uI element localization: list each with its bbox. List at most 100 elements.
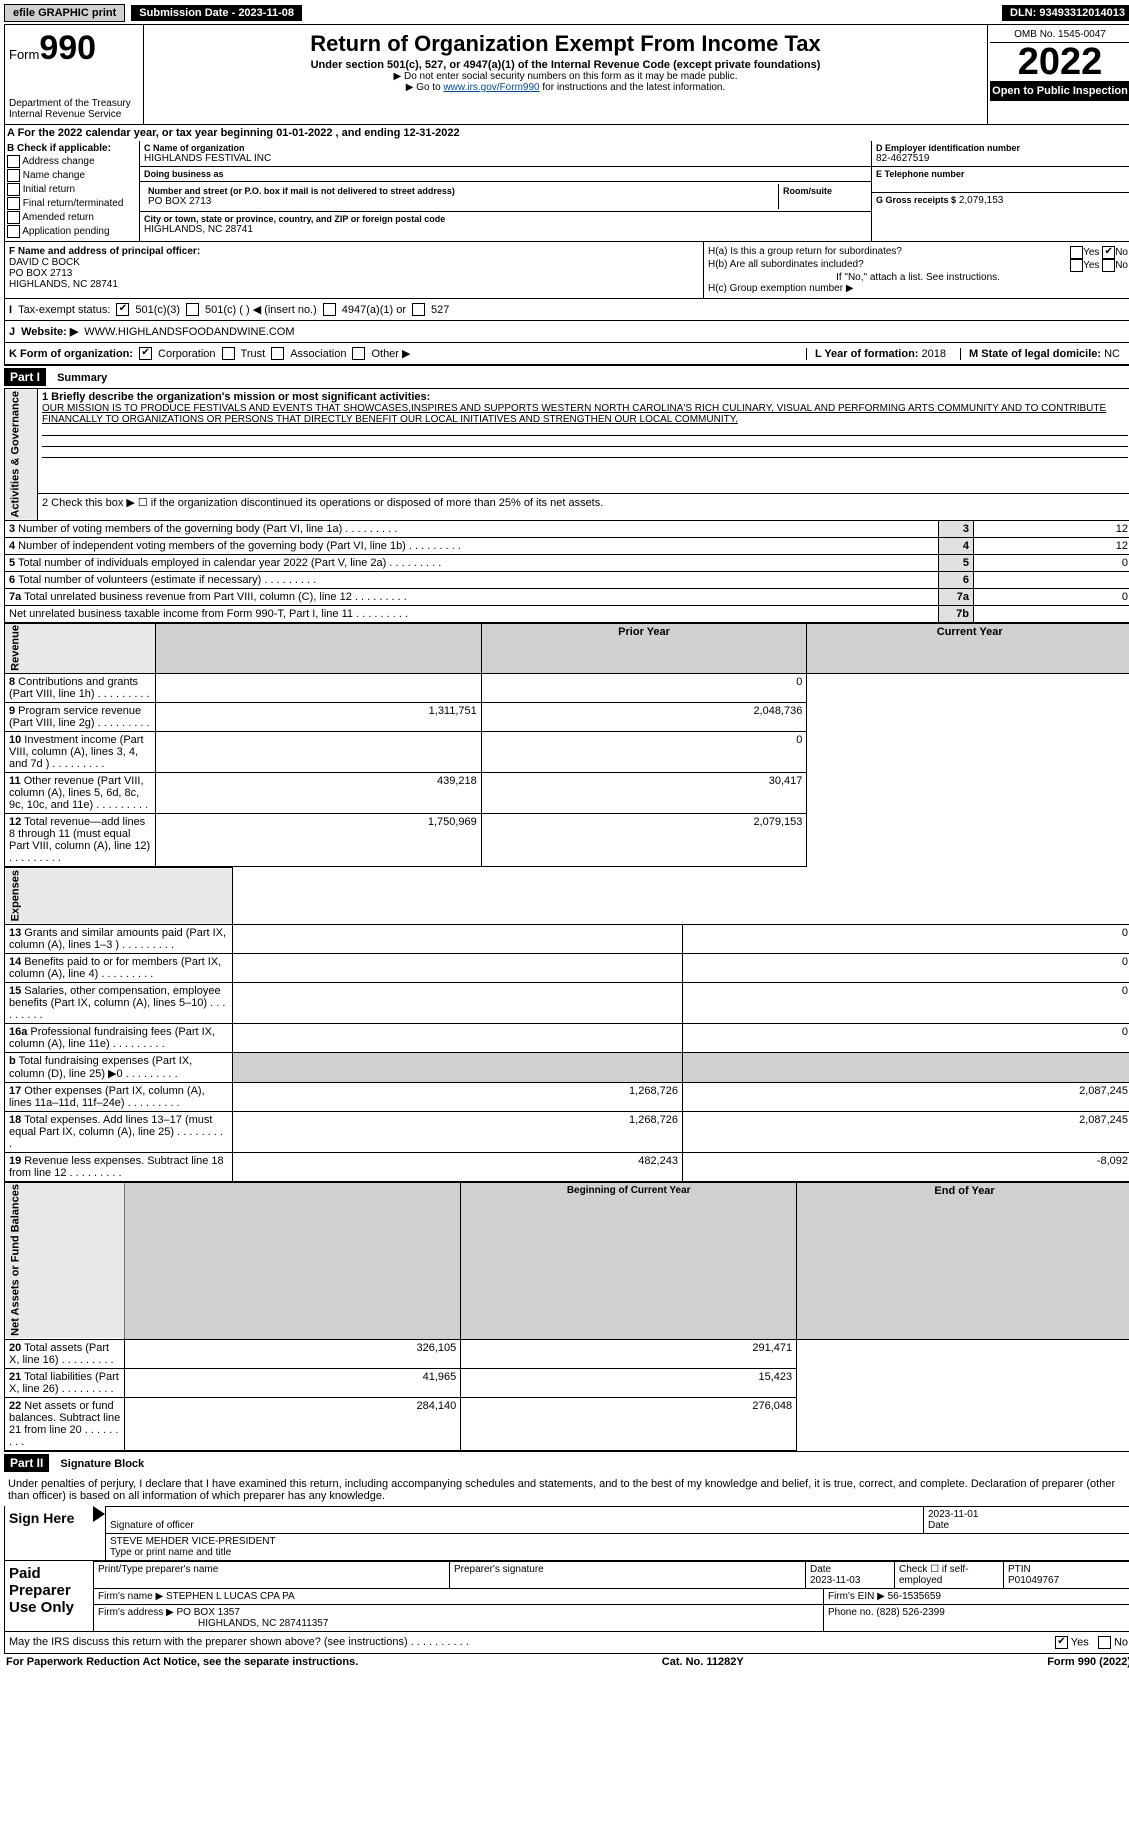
table-row: 12 Total revenue—add lines 8 through 11 … bbox=[5, 814, 156, 867]
netassets-table: Net Assets or Fund Balances Beginning of… bbox=[4, 1182, 1129, 1451]
table-row: 4 Number of independent voting members o… bbox=[5, 537, 939, 554]
sidebar-expenses: Expenses bbox=[5, 868, 233, 924]
tax-status-row: I Tax-exempt status: 501(c)(3) 501(c) ( … bbox=[4, 299, 1129, 321]
firm-addr-value: PO BOX 1357 bbox=[177, 1607, 240, 1618]
dept-treasury: Department of the Treasury bbox=[9, 98, 139, 109]
f-addr2: HIGHLANDS, NC 28741 bbox=[9, 279, 699, 290]
ha-label: H(a) Is this a group return for subordin… bbox=[708, 246, 902, 259]
part1-header: Part I bbox=[4, 368, 46, 386]
table-row: 20 Total assets (Part X, line 16) bbox=[5, 1339, 125, 1368]
footer: For Paperwork Reduction Act Notice, see … bbox=[4, 1654, 1129, 1670]
k-label: K Form of organization: bbox=[9, 348, 133, 360]
firm-addr-label: Firm's address ▶ bbox=[98, 1607, 174, 1618]
e-phone-label: E Telephone number bbox=[876, 169, 1128, 179]
opt-amended[interactable]: Amended return bbox=[7, 211, 137, 224]
tax-year: 2022 bbox=[990, 43, 1129, 81]
table-row: b Total fundraising expenses (Part IX, c… bbox=[5, 1052, 233, 1082]
phone-value: (828) 526-2399 bbox=[876, 1607, 944, 1618]
q2-checkbox: 2 Check this box ▶ ☐ if the organization… bbox=[38, 494, 1129, 520]
city-value: HIGHLANDS, NC 28741 bbox=[144, 224, 867, 235]
table-row: 9 Program service revenue (Part VIII, li… bbox=[5, 703, 156, 732]
table-row: 13 Grants and similar amounts paid (Part… bbox=[5, 924, 233, 953]
year-formation: 2018 bbox=[922, 348, 946, 360]
firm-city-value: HIGHLANDS, NC 287411357 bbox=[98, 1618, 819, 1629]
hb-note: If "No," attach a list. See instructions… bbox=[708, 272, 1128, 283]
sig-date-value: 2023-11-01 bbox=[928, 1509, 1128, 1520]
section-f-h: F Name and address of principal officer:… bbox=[4, 242, 1129, 299]
col-begin: Beginning of Current Year bbox=[461, 1182, 797, 1339]
firm-ein-value: 56-1535659 bbox=[888, 1591, 941, 1602]
q1-label: 1 Briefly describe the organization's mi… bbox=[42, 391, 1128, 403]
opt-final-return[interactable]: Final return/terminated bbox=[7, 197, 137, 210]
sign-here-block: Sign Here Signature of officer 2023-11-0… bbox=[4, 1506, 1129, 1561]
revenue-table: Revenue Prior Year Current Year 8 Contri… bbox=[4, 623, 1129, 868]
chk-assoc[interactable] bbox=[271, 347, 284, 360]
form990-link[interactable]: www.irs.gov/Form990 bbox=[443, 82, 539, 93]
chk-corp[interactable] bbox=[139, 347, 152, 360]
chk-501c[interactable] bbox=[186, 303, 199, 316]
opt-initial-return[interactable]: Initial return bbox=[7, 183, 137, 196]
open-public-badge: Open to Public Inspection bbox=[990, 81, 1129, 101]
footer-left: For Paperwork Reduction Act Notice, see … bbox=[6, 1656, 358, 1668]
chk-501c3[interactable] bbox=[116, 303, 129, 316]
discuss-no[interactable] bbox=[1098, 1636, 1111, 1649]
street-value: PO BOX 2713 bbox=[148, 196, 774, 207]
ptin-value: P01049767 bbox=[1008, 1575, 1128, 1586]
firm-name-label: Firm's name ▶ bbox=[98, 1591, 163, 1602]
prep-date-value: 2023-11-03 bbox=[810, 1575, 890, 1586]
paid-prep-label: Paid Preparer Use Only bbox=[5, 1561, 93, 1631]
discuss-text: May the IRS discuss this return with the… bbox=[9, 1636, 469, 1649]
form-header: Form990 Department of the Treasury Inter… bbox=[4, 24, 1129, 125]
website-label: Website: ▶ bbox=[21, 325, 78, 338]
chk-other[interactable] bbox=[352, 347, 365, 360]
sig-officer-label: Signature of officer bbox=[110, 1520, 919, 1531]
efile-badge: efile GRAPHIC print bbox=[4, 4, 125, 22]
opt-address-change[interactable]: Address change bbox=[7, 155, 137, 168]
type-name-label: Type or print name and title bbox=[110, 1547, 1128, 1558]
table-row: 21 Total liabilities (Part X, line 26) bbox=[5, 1368, 125, 1397]
website-value: WWW.HIGHLANDSFOODANDWINE.COM bbox=[84, 326, 294, 338]
note-ssn: ▶ Do not enter social security numbers o… bbox=[148, 71, 983, 82]
summary-table: Activities & Governance 1 Briefly descri… bbox=[4, 388, 1129, 623]
mission-text: OUR MISSION IS TO PRODUCE FESTIVALS AND … bbox=[42, 403, 1128, 425]
g-receipts-value: 2,079,153 bbox=[959, 195, 1004, 206]
expenses-table: Expenses 13 Grants and similar amounts p… bbox=[4, 867, 1129, 1181]
sidebar-revenue: Revenue bbox=[5, 623, 156, 674]
hb-yesno: Yes No bbox=[1070, 259, 1128, 272]
table-row: 18 Total expenses. Add lines 13–17 (must… bbox=[5, 1111, 233, 1152]
arrow-icon bbox=[93, 1506, 105, 1522]
chk-4947[interactable] bbox=[323, 303, 336, 316]
sidebar-netassets: Net Assets or Fund Balances bbox=[5, 1182, 125, 1339]
d-ein-label: D Employer identification number bbox=[876, 143, 1128, 153]
chk-527[interactable] bbox=[412, 303, 425, 316]
discuss-row: May the IRS discuss this return with the… bbox=[4, 1632, 1129, 1654]
part2-title: Signature Block bbox=[52, 1458, 144, 1470]
org-name: HIGHLANDS FESTIVAL INC bbox=[144, 153, 867, 164]
table-row: Net unrelated business taxable income fr… bbox=[5, 605, 939, 622]
opt-app-pending[interactable]: Application pending bbox=[7, 225, 137, 238]
sidebar-governance: Activities & Governance bbox=[5, 389, 38, 521]
table-row: 17 Other expenses (Part IX, column (A), … bbox=[5, 1082, 233, 1111]
table-row: 14 Benefits paid to or for members (Part… bbox=[5, 953, 233, 982]
sign-here-label: Sign Here bbox=[5, 1506, 93, 1560]
firm-ein-label: Firm's EIN ▶ bbox=[828, 1591, 885, 1602]
f-name: DAVID C BOCK bbox=[9, 257, 699, 268]
phone-label: Phone no. bbox=[828, 1607, 874, 1618]
table-row: 22 Net assets or fund balances. Subtract… bbox=[5, 1397, 125, 1450]
topbar: efile GRAPHIC print Submission Date - 20… bbox=[4, 4, 1129, 22]
discuss-yes[interactable] bbox=[1055, 1636, 1068, 1649]
opt-name-change[interactable]: Name change bbox=[7, 169, 137, 182]
check-self-employed[interactable]: Check ☐ if self-employed bbox=[894, 1562, 1003, 1588]
hc-label: H(c) Group exemption number ▶ bbox=[708, 283, 1128, 294]
c-label: C Name of organization bbox=[144, 143, 867, 153]
state-domicile: NC bbox=[1104, 348, 1120, 360]
f-label: F Name and address of principal officer: bbox=[9, 246, 699, 257]
dln: DLN: 93493312014013 bbox=[1002, 5, 1129, 21]
firm-name-value: STEPHEN L LUCAS CPA PA bbox=[166, 1591, 295, 1602]
check-applicable-label: B Check if applicable: bbox=[7, 143, 137, 154]
footer-mid: Cat. No. 11282Y bbox=[662, 1656, 744, 1668]
table-row: 19 Revenue less expenses. Subtract line … bbox=[5, 1152, 233, 1181]
part1-title: Summary bbox=[49, 372, 107, 384]
chk-trust[interactable] bbox=[222, 347, 235, 360]
k-org-row: K Form of organization: Corporation Trus… bbox=[4, 343, 1129, 365]
